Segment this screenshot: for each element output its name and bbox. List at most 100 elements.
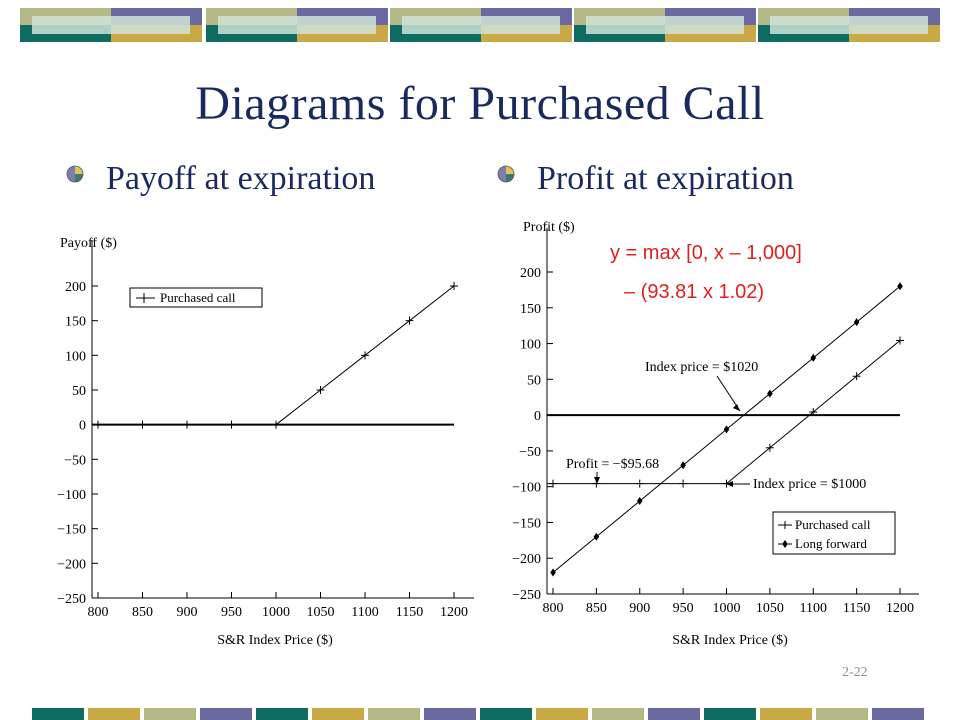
x-tick-label: 1050 xyxy=(307,605,335,620)
bottom-band-segment xyxy=(816,708,868,720)
bottom-decorative-band xyxy=(0,708,960,720)
legend-label: Purchased call xyxy=(160,290,236,305)
legend-label-forward: Long forward xyxy=(795,536,867,551)
y-tick-label: −50 xyxy=(519,445,541,460)
annotation-index-1000: Index price = $1000 xyxy=(753,477,866,492)
diamond-marker xyxy=(723,425,730,434)
top-band-block xyxy=(206,8,388,42)
bottom-band-segment xyxy=(872,708,924,720)
bullet-orb-icon xyxy=(497,165,515,183)
top-band-block xyxy=(20,8,202,42)
plus-marker xyxy=(316,386,325,394)
bullet-payoff-label: Payoff at expiration xyxy=(106,160,376,197)
y-tick-label: 50 xyxy=(527,373,541,388)
formula-line-1: y = max [0, x – 1,000] xyxy=(610,242,802,264)
y-tick-label: −250 xyxy=(512,588,541,603)
x-tick-label: 1200 xyxy=(886,601,914,616)
annotation-profit: Profit = −$95.68 xyxy=(566,457,659,472)
x-axis-label: S&R Index Price ($) xyxy=(217,633,333,648)
y-tick-label: −50 xyxy=(64,453,86,468)
bottom-band-segment xyxy=(536,708,588,720)
formula-line-2: – (93.81 x 1.02) xyxy=(624,281,764,303)
y-ticks: 200 150 100 50 0 −50 −100 −150 −200 −250 xyxy=(57,280,98,607)
bottom-band-segment xyxy=(760,708,812,720)
diamond-marker xyxy=(550,568,556,577)
x-tick-label: 850 xyxy=(132,605,153,620)
x-tick-label: 1100 xyxy=(800,601,827,616)
x-tick-label: 950 xyxy=(221,605,242,620)
legend-box xyxy=(772,511,896,555)
y-tick-label: −250 xyxy=(57,592,86,607)
x-axis-label: S&R Index Price ($) xyxy=(672,633,788,648)
y-tick-label: −100 xyxy=(512,481,541,496)
y-tick-label: −200 xyxy=(57,557,86,572)
top-decorative-band xyxy=(0,0,960,50)
plus-marker xyxy=(635,479,644,488)
slide-title: Diagrams for Purchased Call xyxy=(195,77,765,130)
plus-marker xyxy=(896,336,904,345)
arrow-head-icon xyxy=(726,481,733,487)
legend-marker-plus xyxy=(778,521,792,529)
diamond-marker xyxy=(680,461,686,470)
plus-marker xyxy=(272,420,280,429)
x-tick-label: 1000 xyxy=(262,605,290,620)
x-tick-label: 950 xyxy=(673,601,694,616)
legend-box xyxy=(129,287,263,308)
plus-marker xyxy=(765,443,774,452)
axes xyxy=(91,240,474,599)
y-tick-label: −100 xyxy=(57,488,86,503)
legend-label-call: Purchased call xyxy=(795,517,871,532)
y-tick-label: 200 xyxy=(520,266,541,281)
diamond-marker xyxy=(636,496,643,505)
x-tick-label: 1150 xyxy=(843,601,870,616)
plus-marker xyxy=(138,420,147,429)
x-tick-label: 1100 xyxy=(351,605,378,620)
bottom-band-segment xyxy=(704,708,756,720)
plus-marker xyxy=(781,521,789,529)
x-tick-label: 800 xyxy=(88,605,109,620)
bottom-band-segment xyxy=(144,708,196,720)
bottom-band-segment xyxy=(592,708,644,720)
top-band-block xyxy=(758,8,940,42)
bottom-band-segment xyxy=(648,708,700,720)
plus-marker xyxy=(549,479,557,488)
top-band-block xyxy=(390,8,572,42)
y-tick-label: 150 xyxy=(65,315,86,330)
diamond-marker xyxy=(853,318,860,327)
x-tick-label: 800 xyxy=(543,601,564,616)
top-band-block xyxy=(574,8,756,42)
annotation-index-1020: Index price = $1020 xyxy=(645,360,758,375)
bottom-band-segment xyxy=(312,708,364,720)
y-tick-label: 0 xyxy=(79,419,86,434)
plus-marker xyxy=(679,479,688,488)
y-tick-label: −150 xyxy=(512,516,541,531)
y-tick-label: 100 xyxy=(65,349,86,364)
arrow-head-icon xyxy=(594,477,600,484)
x-ticks: 800 850 900 950 1000 1050 1100 1150 1200 xyxy=(543,588,914,616)
y-ticks: 200 150 100 50 0 −50 −100 −150 −200 −250 xyxy=(512,266,553,603)
plus-marker xyxy=(450,282,458,290)
x-tick-label: 850 xyxy=(586,601,607,616)
series-line-purchased-call xyxy=(546,340,901,485)
bullet-profit-label: Profit at expiration xyxy=(537,160,794,197)
slide-number: 2-22 xyxy=(842,665,868,680)
series-line-long-forward xyxy=(552,285,901,573)
x-tick-label: 1150 xyxy=(396,605,423,620)
y-axis-label: Profit ($) xyxy=(523,220,575,235)
diamond-marker xyxy=(897,282,903,291)
bottom-band-segment xyxy=(368,708,420,720)
legend-marker-plus xyxy=(136,293,155,303)
diamond-marker xyxy=(767,389,773,398)
bottom-band-segment xyxy=(32,708,84,720)
y-tick-label: −200 xyxy=(512,552,541,567)
bottom-band-segment xyxy=(256,708,308,720)
plus-marker xyxy=(852,372,861,381)
y-tick-label: 100 xyxy=(520,338,541,353)
bottom-band-segment xyxy=(88,708,140,720)
y-tick-label: −150 xyxy=(57,523,86,538)
y-tick-label: 50 xyxy=(72,384,86,399)
bullet-orb-icon xyxy=(66,165,84,183)
plus-marker xyxy=(183,420,191,429)
y-tick-label: 0 xyxy=(534,409,541,424)
bullet-profit: Profit at expiration xyxy=(497,160,794,198)
